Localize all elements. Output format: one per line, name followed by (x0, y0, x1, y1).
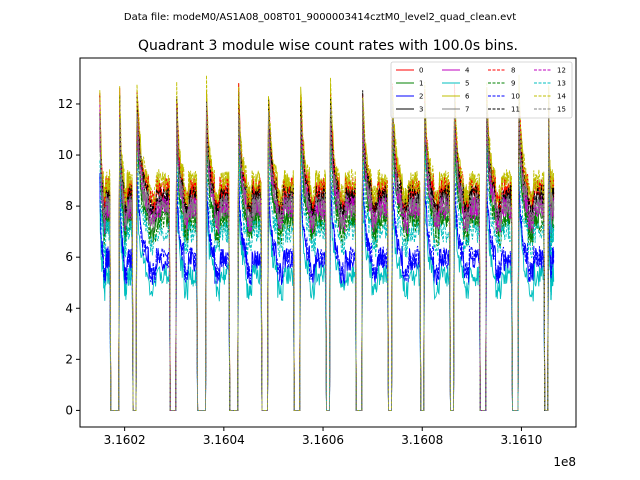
y-axis-ticks: 0 2 4 6 8 10 12 (58, 97, 80, 417)
x-tick-label: 3.1604 (203, 433, 245, 447)
legend-frame (390, 61, 573, 119)
legend-label-1: 1 (419, 80, 423, 88)
y-tick-label: 12 (58, 97, 73, 111)
series-line-15 (99, 98, 555, 411)
x-tick-label: 3.1610 (500, 433, 542, 447)
legend-label-11: 11 (511, 106, 520, 114)
y-tick-label: 6 (65, 250, 73, 264)
legend-label-2: 2 (419, 93, 423, 101)
y-tick-label: 0 (65, 403, 73, 417)
x-axis-ticks: 3.1602 3.1604 3.1606 3.1608 3.1610 (104, 427, 542, 447)
legend-label-8: 8 (511, 67, 515, 75)
series-line-14 (99, 74, 555, 411)
y-tick-label: 2 (65, 352, 73, 366)
x-tick-label: 3.1606 (302, 433, 344, 447)
series-line-13 (99, 145, 555, 411)
y-tick-label: 4 (65, 301, 73, 315)
legend-label-7: 7 (465, 106, 469, 114)
x-tick-label: 3.1602 (104, 433, 146, 447)
legend-label-12: 12 (557, 67, 566, 75)
legend-label-13: 13 (557, 80, 566, 88)
series-line-11 (99, 90, 555, 411)
suptitle: Data file: modeM0/AS1A08_008T01_90000034… (124, 12, 516, 23)
x-offset-label: 1e8 (553, 455, 576, 469)
legend-label-3: 3 (419, 106, 423, 114)
legend-label-6: 6 (465, 93, 470, 101)
legend-label-4: 4 (465, 67, 470, 75)
axes-frame (79, 57, 577, 428)
legend-label-10: 10 (511, 93, 520, 101)
legend-label-14: 14 (557, 93, 566, 101)
y-tick-label: 10 (58, 148, 73, 162)
plot-lines (99, 74, 555, 411)
x-tick-label: 3.1608 (401, 433, 443, 447)
legend-label-0: 0 (419, 67, 423, 75)
legend-label-15: 15 (557, 106, 566, 114)
legend-label-9: 9 (511, 80, 515, 88)
chart-title: Quadrant 3 module wise count rates with … (138, 38, 518, 54)
y-tick-label: 8 (65, 199, 73, 213)
legend-label-5: 5 (465, 80, 469, 88)
